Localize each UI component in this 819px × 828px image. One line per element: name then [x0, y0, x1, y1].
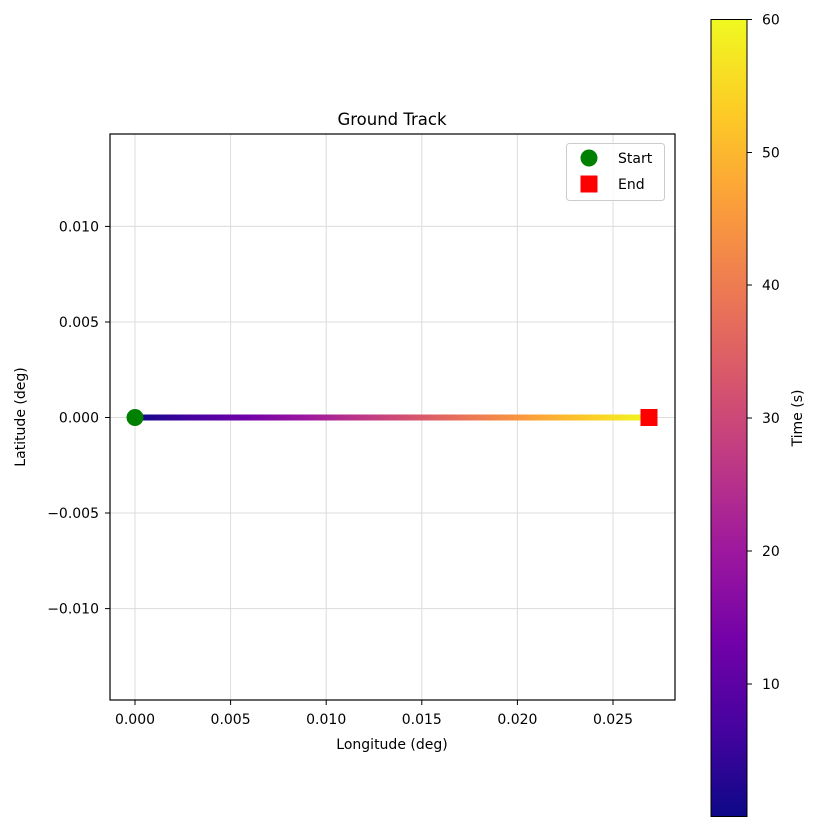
- x-tick-label: 0.025: [593, 712, 633, 728]
- colorbar-tick-label: 20: [762, 544, 780, 560]
- x-ticks: [134, 700, 614, 705]
- y-axis-label: Latitude (deg): [13, 367, 29, 466]
- legend-start-label: Start: [618, 151, 653, 167]
- end-marker: [640, 409, 658, 426]
- x-tick-labels: 0.000 0.005 0.010 0.015 0.020 0.025: [115, 712, 633, 728]
- ground-track-line: [135, 414, 649, 421]
- x-axis-label: Longitude (deg): [336, 737, 447, 753]
- colorbar-ticks: [747, 19, 752, 685]
- legend-end-icon: [580, 175, 598, 193]
- y-tick-label: 0.005: [59, 315, 99, 331]
- legend-start-icon: [580, 149, 598, 167]
- plot-area: [109, 133, 676, 701]
- colorbar-tick-label: 60: [762, 13, 780, 29]
- y-tick-label: 0.010: [59, 220, 99, 236]
- colorbar-tick-label: 50: [762, 146, 780, 162]
- colorbar-tick-label: 10: [762, 677, 780, 693]
- y-tick-label: −0.010: [47, 602, 99, 618]
- start-marker: [126, 409, 144, 426]
- x-tick-label: 0.015: [402, 712, 442, 728]
- colorbar-tick-label: 40: [762, 278, 780, 294]
- y-tick-label: −0.005: [47, 506, 99, 522]
- x-tick-label: 0.000: [115, 712, 155, 728]
- colorbar-tick-label: 30: [762, 411, 780, 427]
- colorbar: 10 20 30 40 50 60 Time (s): [710, 13, 806, 817]
- colorbar-label: Time (s): [790, 390, 806, 448]
- x-tick-label: 0.005: [211, 712, 251, 728]
- y-tick-label: 0.000: [59, 411, 99, 427]
- y-ticks: [105, 225, 110, 610]
- x-tick-label: 0.010: [306, 712, 346, 728]
- y-tick-labels: 0.010 0.005 0.000 −0.005 −0.010: [47, 220, 99, 618]
- colorbar-gradient: [711, 19, 747, 817]
- legend-end-label: End: [618, 177, 645, 193]
- x-tick-label: 0.020: [497, 712, 537, 728]
- legend: Start End: [566, 143, 665, 201]
- chart-title: Ground Track: [337, 110, 447, 129]
